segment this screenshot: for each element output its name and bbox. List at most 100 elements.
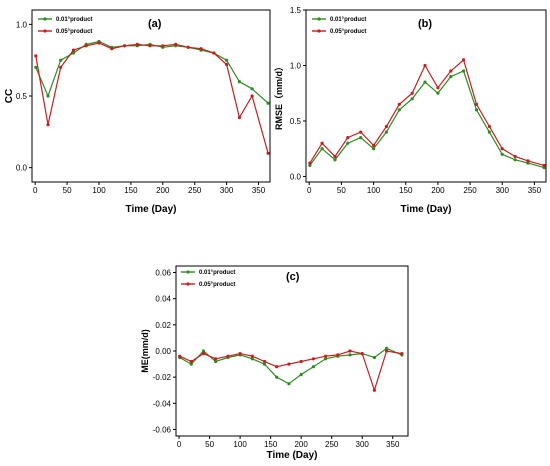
panel-c-series-1-point [311, 365, 315, 369]
panel-c-series-2-point [201, 352, 206, 356]
panel-b-y-tick-label-0: 0.0 [290, 172, 302, 181]
panel-c-series-1-point [189, 362, 193, 366]
panel-a-series-2-point [186, 45, 190, 49]
panel-c-series-2-point [311, 357, 315, 361]
panel-a-legend-marker-1 [43, 17, 47, 21]
panel-c-y-tick-label-6: 0.06 [155, 269, 171, 278]
panel-b-series-2-point [449, 69, 453, 73]
panel-b-series-2-point [542, 163, 546, 167]
panel-c-y-tick-label-3: 0.00 [155, 347, 171, 356]
panel-c-legend-marker-2 [186, 282, 190, 286]
panel-b-series-1-point [500, 152, 504, 156]
panel-a-x-tick-label-4: 200 [156, 186, 170, 195]
panel-a-series-1-point [59, 58, 63, 62]
panel-b-series-1-point [542, 166, 546, 170]
panel-b-series-2-point [474, 102, 479, 106]
panel-b-series-2-point [320, 141, 324, 145]
panel-c-y-tick-label-1: -0.04 [153, 399, 172, 408]
panel-a-chart: 0 50 100 150 200 250 300 350 0.0 0.5 1.0 0.01°prod… [4, 9, 271, 215]
panel-b-y-tick-label-3: 1.5 [290, 6, 302, 15]
panel-c-y-tick-label-4: 0.02 [155, 321, 171, 330]
panel-c-legend-marker-1 [186, 270, 190, 274]
panel-c-x-tick-label-6: 300 [356, 440, 370, 449]
panel-c-series-1-point [372, 355, 376, 360]
panel-c-series-1-point [348, 353, 352, 357]
panel-a-series-1-point [266, 101, 270, 105]
panel-a-series-2-point [122, 44, 127, 48]
panel-c-series-2-point [372, 388, 376, 392]
panel-a-series-2-point [135, 42, 139, 47]
panel-c-series-2-point [299, 359, 303, 364]
panel-b-legend-label-2: 0.05°product [330, 29, 366, 35]
panel-c-series-2-point [400, 352, 404, 356]
panel-c-series-1-point [250, 357, 254, 361]
panel-b-series-1-point [487, 130, 491, 134]
panel-b-series-1-point [436, 91, 440, 95]
panel-c-series-2-point [238, 352, 242, 356]
panel-a-x-tick-label-5: 250 [188, 186, 202, 195]
panel-a-series-2-point [199, 47, 203, 51]
panel-a-series-1-point [46, 94, 50, 98]
panel-c-series [178, 346, 404, 393]
panel-a-series-2-point [250, 94, 254, 98]
panel-c-x-tick-label-5: 250 [325, 440, 339, 449]
panel-c-x-tick-label-7: 350 [386, 440, 400, 449]
panel-b-series-1-point [333, 158, 337, 162]
panel-a-series-2-point [59, 65, 63, 69]
panel-a-y-tick-label-1: 0.5 [16, 92, 28, 101]
panel-c-series-1-point [214, 359, 218, 364]
panel-a-x-tick-label-2: 100 [92, 186, 106, 195]
panel-b-series-2-point [359, 130, 363, 134]
panel-b-series-2-point [384, 124, 388, 129]
panel-c-series-2-point [360, 352, 364, 356]
panel-c-series-2-point [262, 359, 267, 364]
panel-c-series-1-point [275, 375, 279, 379]
panel-a-series-2-point [110, 47, 114, 51]
panel-b-x-tick-label-0: 0 [307, 186, 312, 195]
panel-a-y-axis-label: CC [4, 89, 15, 103]
panel-b-legend: 0.01°product 0.05°product [312, 17, 366, 35]
panel-a-series-2-point [237, 115, 241, 120]
panel-b-series-1-point [526, 161, 530, 165]
panel-b-x-axis-label: Time (Day) [401, 204, 452, 215]
panel-b-plot-frame [305, 9, 547, 183]
panel-c-series-2-point [324, 354, 328, 358]
panel-b-series-1-point [462, 69, 466, 73]
panel-c-series-2-point [250, 354, 254, 358]
panel-c-series-2-point [226, 354, 230, 358]
panel-a-ticks: 0 50 100 150 200 250 300 350 0.0 0.5 1.0 [16, 20, 266, 195]
panel-a-x-tick-label-3: 150 [124, 186, 138, 195]
panel-b-series [308, 58, 546, 170]
panel-c-x-tick-label-2: 100 [233, 440, 247, 449]
panel-a-x-tick-label-6: 300 [220, 186, 234, 195]
panel-c-series-2-point [385, 349, 389, 353]
panel-b-series-2-point [333, 154, 337, 159]
panel-a-series-2-point [84, 44, 88, 48]
panel-a-label: (a) [148, 18, 162, 30]
panel-b-series-1-point [474, 108, 479, 112]
panel-c-x-tick-label-4: 200 [294, 440, 308, 449]
panel-a-y-tick-label-2: 1.0 [16, 20, 28, 29]
panel-a-y-tick-label-0: 0.0 [16, 164, 28, 173]
panel-c-chart: 0 50 100 150 200 250 300 350 -0.06 -0.04 -0.02 0.00… [140, 265, 409, 461]
panel-c-series-1-line [179, 347, 403, 385]
panel-a-series-2-line [35, 42, 269, 154]
panel-b-chart: 0 50 100 150 200 250 300 350 0.0 0.5 1.0 1.5 0.01°p… [274, 6, 547, 215]
panel-a-series [34, 39, 270, 155]
panel-c-x-axis-label: Time (Day) [267, 450, 318, 461]
panel-b-x-tick-label-3: 150 [399, 186, 413, 195]
panel-a-series-1-point [71, 51, 76, 55]
panel-b-series-2-point [526, 159, 530, 163]
panel-b-series-2-point [487, 124, 491, 129]
panel-a-x-axis-label: Time (Day) [126, 204, 177, 215]
panel-a-x-tick-label-1: 50 [63, 186, 72, 195]
panel-c-plot-frame [175, 265, 409, 437]
panel-b-series-1-point [397, 108, 401, 112]
panel-a-series-1-point [34, 65, 38, 69]
panel-a-series-1-point [237, 80, 241, 84]
panel-b-series-1-point [449, 75, 453, 79]
panel-b-series-2-point [308, 161, 312, 165]
panel-b-y-tick-label-1: 0.5 [290, 117, 302, 126]
panel-c-series-2-point [275, 365, 279, 369]
panel-c-y-axis-label: ME(mm/d) [140, 329, 150, 373]
